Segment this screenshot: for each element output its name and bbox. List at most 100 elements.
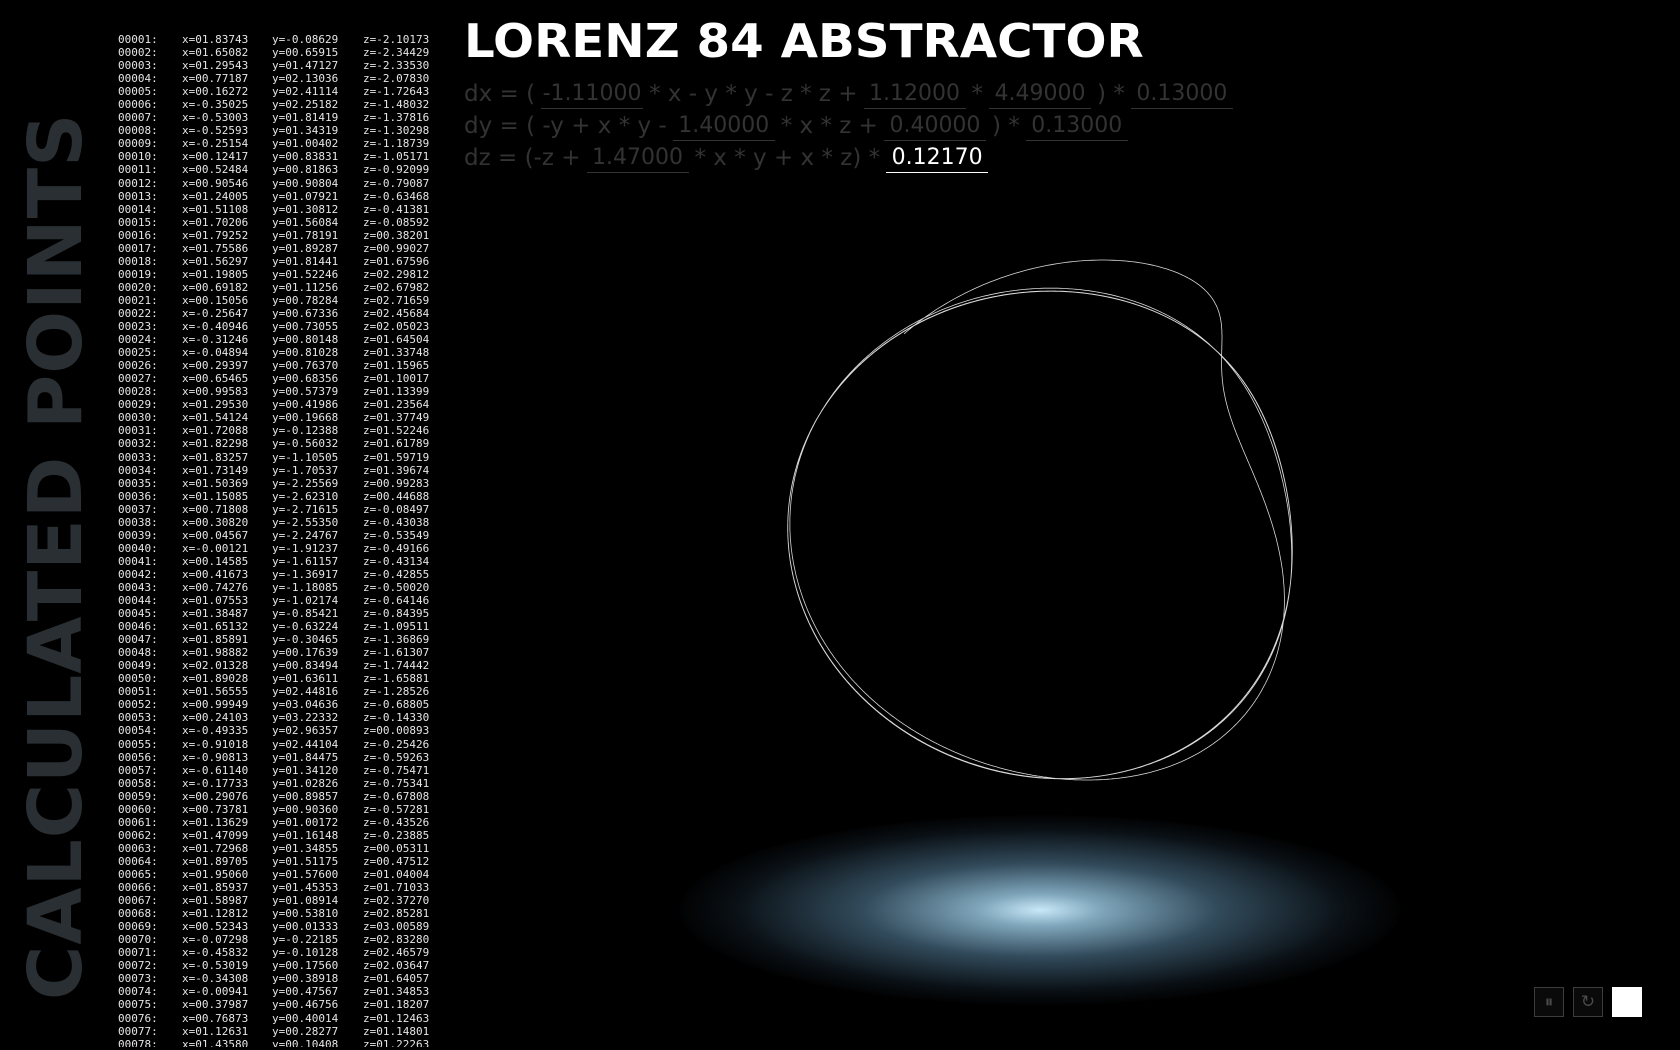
point-row: 00073: x=-0.34308 y=00.38918 z=01.64057	[118, 972, 438, 985]
point-y: y=02.96357	[272, 724, 339, 738]
point-row: 00043: x=00.74276 y=-1.18085 z=-0.50020	[118, 581, 438, 594]
point-index: 00014:	[118, 202, 158, 216]
point-y: y=01.51175	[272, 854, 339, 868]
point-row: 00071: x=-0.45832 y=-0.10128 z=02.46579	[118, 946, 438, 959]
point-y: y=01.34120	[272, 763, 339, 777]
point-y: y=01.02826	[272, 776, 339, 790]
point-z: z=02.45684	[363, 306, 430, 320]
point-row: 00070: x=-0.07298 y=-0.22185 z=02.83280	[118, 933, 438, 946]
point-row: 00029: x=01.29530 y=00.41986 z=01.23564	[118, 398, 438, 411]
point-z: z=-2.33530	[363, 59, 430, 73]
point-row: 00028: x=00.99583 y=00.57379 z=01.13399	[118, 385, 438, 398]
point-x: x=00.15056	[182, 293, 249, 307]
point-index: 00057:	[118, 763, 158, 777]
equation-text: dz = (-z +	[464, 145, 581, 171]
equation-dy: dy = ( -y + x * y - * x * z + ) *	[464, 110, 1239, 142]
point-row: 00072: x=-0.53019 y=00.17560 z=02.03647	[118, 959, 438, 972]
point-row: 00024: x=-0.31246 y=00.80148 z=01.64504	[118, 333, 438, 346]
point-z: z=-1.30298	[363, 124, 430, 138]
point-z: z=01.14801	[363, 1024, 430, 1038]
point-row: 00063: x=01.72968 y=01.34855 z=00.05311	[118, 842, 438, 855]
point-y: y=00.19668	[272, 411, 339, 425]
stop-button[interactable]	[1612, 987, 1642, 1017]
point-index: 00052:	[118, 698, 158, 712]
point-z: z=-1.61307	[363, 646, 430, 660]
point-x: x=01.75586	[182, 241, 249, 255]
param-F-input[interactable]	[989, 79, 1092, 109]
point-x: x=01.19805	[182, 267, 249, 281]
point-z: z=01.15965	[363, 359, 430, 373]
point-y: y=00.17639	[272, 646, 339, 660]
point-z: z=-0.42855	[363, 567, 430, 581]
point-index: 00058:	[118, 776, 158, 790]
point-x: x=-0.35025	[182, 98, 249, 112]
point-index: 00048:	[118, 646, 158, 660]
point-z: z=01.12463	[363, 1011, 430, 1025]
point-x: x=01.85891	[182, 633, 249, 647]
point-index: 00062:	[118, 828, 158, 842]
point-row: 00058: x=-0.17733 y=01.02826 z=-0.75341	[118, 777, 438, 790]
param-dz-step-input[interactable]	[886, 143, 989, 173]
point-z: z=02.71659	[363, 293, 430, 307]
param-dx-step-input[interactable]	[1130, 79, 1233, 109]
point-row: 00069: x=00.52343 y=00.01333 z=03.00589	[118, 920, 438, 933]
point-row: 00060: x=00.73781 y=00.90360 z=-0.57281	[118, 803, 438, 816]
param-dz-b-input[interactable]	[586, 143, 689, 173]
pause-button[interactable]: ⏸	[1534, 987, 1564, 1017]
point-row: 00038: x=00.30820 y=-2.55350 z=-0.43038	[118, 516, 438, 529]
point-row: 00052: x=00.99949 y=03.04636 z=-0.68805	[118, 698, 438, 711]
point-y: y=00.68356	[272, 372, 339, 386]
point-row: 00030: x=01.54124 y=00.19668 z=01.37749	[118, 411, 438, 424]
point-index: 00061:	[118, 815, 158, 829]
app-title: LORENZ 84 ABSTRACTOR	[464, 14, 1144, 68]
point-z: z=01.23564	[363, 398, 430, 412]
point-x: x=00.12417	[182, 150, 249, 164]
point-x: x=00.90546	[182, 176, 249, 190]
point-z: z=-1.37816	[363, 111, 430, 125]
point-z: z=-1.48032	[363, 98, 430, 112]
point-y: y=-1.18085	[272, 580, 339, 594]
param-a-input[interactable]	[541, 79, 644, 109]
point-z: z=-2.34429	[363, 46, 430, 60]
point-x: x=00.73781	[182, 802, 249, 816]
point-z: z=-0.14330	[363, 711, 430, 725]
point-x: x=00.29397	[182, 359, 249, 373]
point-index: 00069:	[118, 920, 158, 934]
point-z: z=00.99027	[363, 241, 430, 255]
point-index: 00023:	[118, 320, 158, 334]
point-x: x=00.16272	[182, 85, 249, 99]
point-x: x=00.99949	[182, 698, 249, 712]
point-index: 00076:	[118, 1011, 158, 1025]
point-index: 00015:	[118, 215, 158, 229]
point-row: 00003: x=01.29543 y=01.47127 z=-2.33530	[118, 59, 438, 72]
point-x: x=01.72088	[182, 424, 249, 438]
point-y: y=-2.62310	[272, 489, 339, 503]
point-z: z=01.13399	[363, 385, 430, 399]
point-x: x=00.14585	[182, 554, 249, 568]
point-index: 00021:	[118, 293, 158, 307]
point-x: x=-0.17733	[182, 776, 249, 790]
param-b-input[interactable]	[672, 111, 775, 141]
point-index: 00073:	[118, 972, 158, 986]
point-index: 00039:	[118, 528, 158, 542]
attractor-trajectory	[787, 259, 1293, 781]
point-x: x=01.24005	[182, 189, 249, 203]
point-x: x=-0.45832	[182, 946, 249, 960]
point-z: z=-1.74442	[363, 659, 430, 673]
playback-controls: ⏸ ↻	[1534, 987, 1642, 1017]
point-index: 00077:	[118, 1024, 158, 1038]
reset-button[interactable]: ↻	[1573, 987, 1603, 1017]
param-f-input[interactable]	[863, 79, 966, 109]
point-x: x=-0.40946	[182, 320, 249, 334]
point-y: y=-0.10128	[272, 946, 339, 960]
point-index: 00050:	[118, 672, 158, 686]
point-y: y=02.41114	[272, 85, 339, 99]
point-row: 00046: x=01.65132 y=-0.63224 z=-1.09511	[118, 620, 438, 633]
param-g-input[interactable]	[883, 111, 986, 141]
point-z: z=-0.49166	[363, 541, 430, 555]
point-y: y=01.34855	[272, 841, 339, 855]
param-dy-step-input[interactable]	[1025, 111, 1128, 141]
point-z: z=-1.18739	[363, 137, 430, 151]
point-z: z=01.10017	[363, 372, 430, 386]
point-row: 00013: x=01.24005 y=01.07921 z=-0.63468	[118, 190, 438, 203]
